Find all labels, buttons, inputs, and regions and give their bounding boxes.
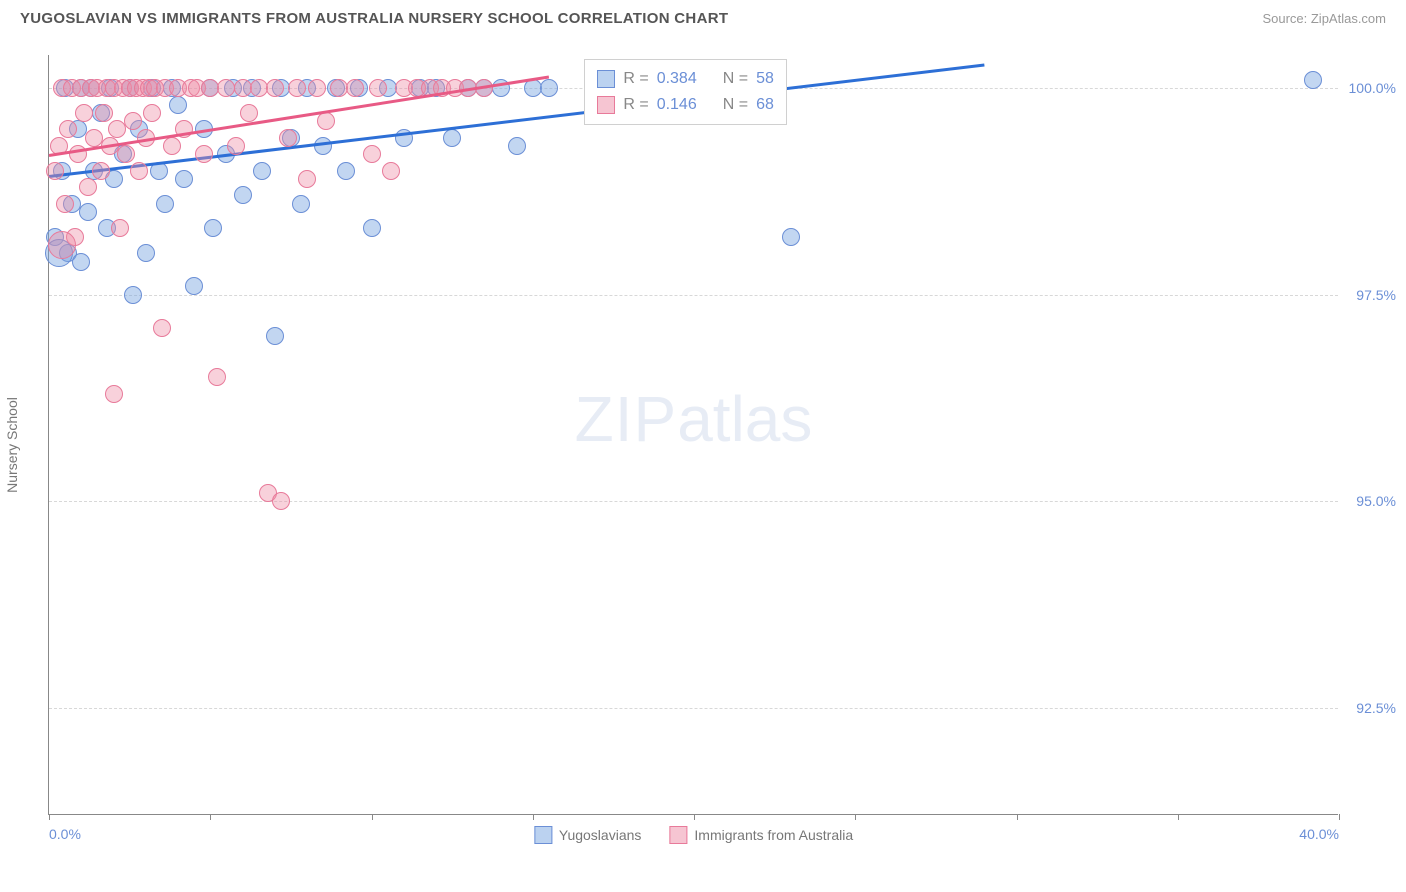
data-point-pink bbox=[117, 145, 135, 163]
data-point-pink bbox=[105, 385, 123, 403]
data-point-blue bbox=[156, 195, 174, 213]
stats-row-pink: R = 0.146 N = 68 bbox=[597, 92, 774, 118]
data-point-pink bbox=[227, 137, 245, 155]
source-attribution: Source: ZipAtlas.com bbox=[1262, 11, 1386, 26]
data-point-blue bbox=[234, 186, 252, 204]
y-tick-label: 100.0% bbox=[1344, 80, 1396, 96]
stats-swatch-pink bbox=[597, 96, 615, 114]
stats-row-blue: R = 0.384 N = 58 bbox=[597, 66, 774, 92]
data-point-pink bbox=[317, 112, 335, 130]
data-point-pink bbox=[369, 79, 387, 97]
data-point-blue bbox=[337, 162, 355, 180]
x-tick bbox=[1339, 814, 1340, 820]
stats-r-label: R = bbox=[623, 66, 648, 92]
data-point-blue bbox=[204, 219, 222, 237]
data-point-pink bbox=[79, 178, 97, 196]
data-point-pink bbox=[382, 162, 400, 180]
x-tick-label-min: 0.0% bbox=[49, 826, 81, 842]
x-legend: Yugoslavians Immigrants from Australia bbox=[534, 826, 853, 844]
stats-n-label: N = bbox=[723, 92, 748, 118]
data-point-pink bbox=[75, 104, 93, 122]
stats-n-label: N = bbox=[723, 66, 748, 92]
legend-swatch-blue bbox=[534, 826, 552, 844]
legend-item-blue: Yugoslavians bbox=[534, 826, 642, 844]
x-tick bbox=[372, 814, 373, 820]
gridline-h bbox=[49, 708, 1338, 709]
data-point-pink bbox=[279, 129, 297, 147]
data-point-blue bbox=[72, 253, 90, 271]
x-tick bbox=[694, 814, 695, 820]
data-point-pink bbox=[46, 162, 64, 180]
data-point-pink bbox=[143, 104, 161, 122]
x-tick-label-max: 40.0% bbox=[1299, 826, 1339, 842]
x-tick bbox=[855, 814, 856, 820]
source-prefix: Source: bbox=[1262, 11, 1310, 26]
stats-r-value-blue: 0.384 bbox=[657, 66, 697, 92]
data-point-blue bbox=[1304, 71, 1322, 89]
data-point-pink-large bbox=[48, 231, 76, 259]
stats-n-value-pink: 68 bbox=[756, 92, 774, 118]
data-point-pink bbox=[240, 104, 258, 122]
data-point-blue bbox=[137, 244, 155, 262]
stats-swatch-blue bbox=[597, 70, 615, 88]
data-point-blue bbox=[508, 137, 526, 155]
x-tick bbox=[49, 814, 50, 820]
legend-label-blue: Yugoslavians bbox=[559, 827, 642, 843]
data-point-pink bbox=[272, 492, 290, 510]
watermark: ZIPatlas bbox=[575, 382, 813, 456]
plot-region: ZIPatlas Yugoslavians Immigrants from Au… bbox=[48, 55, 1338, 815]
data-point-blue bbox=[175, 170, 193, 188]
data-point-pink bbox=[195, 145, 213, 163]
data-point-pink bbox=[153, 319, 171, 337]
data-point-blue bbox=[292, 195, 310, 213]
data-point-pink bbox=[363, 145, 381, 163]
data-point-blue bbox=[266, 327, 284, 345]
data-point-blue bbox=[169, 96, 187, 114]
stats-r-value-pink: 0.146 bbox=[657, 92, 697, 118]
data-point-blue bbox=[185, 277, 203, 295]
x-tick bbox=[533, 814, 534, 820]
y-tick-label: 97.5% bbox=[1344, 287, 1396, 303]
source-link[interactable]: ZipAtlas.com bbox=[1311, 11, 1386, 26]
legend-label-pink: Immigrants from Australia bbox=[694, 827, 853, 843]
x-tick bbox=[1178, 814, 1179, 820]
data-point-pink bbox=[124, 112, 142, 130]
data-point-blue bbox=[443, 129, 461, 147]
data-point-blue bbox=[540, 79, 558, 97]
header: YUGOSLAVIAN VS IMMIGRANTS FROM AUSTRALIA… bbox=[0, 0, 1406, 35]
y-axis-label: Nursery School bbox=[4, 397, 20, 493]
data-point-pink bbox=[130, 162, 148, 180]
data-point-pink bbox=[308, 79, 326, 97]
gridline-h bbox=[49, 295, 1338, 296]
data-point-pink bbox=[298, 170, 316, 188]
chart-title: YUGOSLAVIAN VS IMMIGRANTS FROM AUSTRALIA… bbox=[20, 10, 728, 27]
stats-box: R = 0.384 N = 58 R = 0.146 N = 68 bbox=[584, 59, 787, 125]
x-tick bbox=[1017, 814, 1018, 820]
stats-r-label: R = bbox=[623, 92, 648, 118]
data-point-pink bbox=[59, 120, 77, 138]
data-point-pink bbox=[288, 79, 306, 97]
data-point-pink bbox=[92, 162, 110, 180]
data-point-pink bbox=[163, 137, 181, 155]
data-point-pink bbox=[95, 104, 113, 122]
data-point-pink bbox=[208, 368, 226, 386]
data-point-pink bbox=[111, 219, 129, 237]
data-point-blue bbox=[124, 286, 142, 304]
data-point-blue bbox=[79, 203, 97, 221]
data-point-pink bbox=[266, 79, 284, 97]
stats-n-value-blue: 58 bbox=[756, 66, 774, 92]
data-point-blue bbox=[363, 219, 381, 237]
legend-swatch-pink bbox=[669, 826, 687, 844]
data-point-pink bbox=[108, 120, 126, 138]
legend-item-pink: Immigrants from Australia bbox=[669, 826, 853, 844]
chart-area: Nursery School ZIPatlas Yugoslavians Imm… bbox=[0, 35, 1406, 855]
x-tick bbox=[210, 814, 211, 820]
y-tick-label: 95.0% bbox=[1344, 493, 1396, 509]
gridline-h bbox=[49, 501, 1338, 502]
y-tick-label: 92.5% bbox=[1344, 700, 1396, 716]
data-point-blue bbox=[782, 228, 800, 246]
data-point-pink bbox=[346, 79, 364, 97]
data-point-blue bbox=[253, 162, 271, 180]
data-point-pink bbox=[56, 195, 74, 213]
